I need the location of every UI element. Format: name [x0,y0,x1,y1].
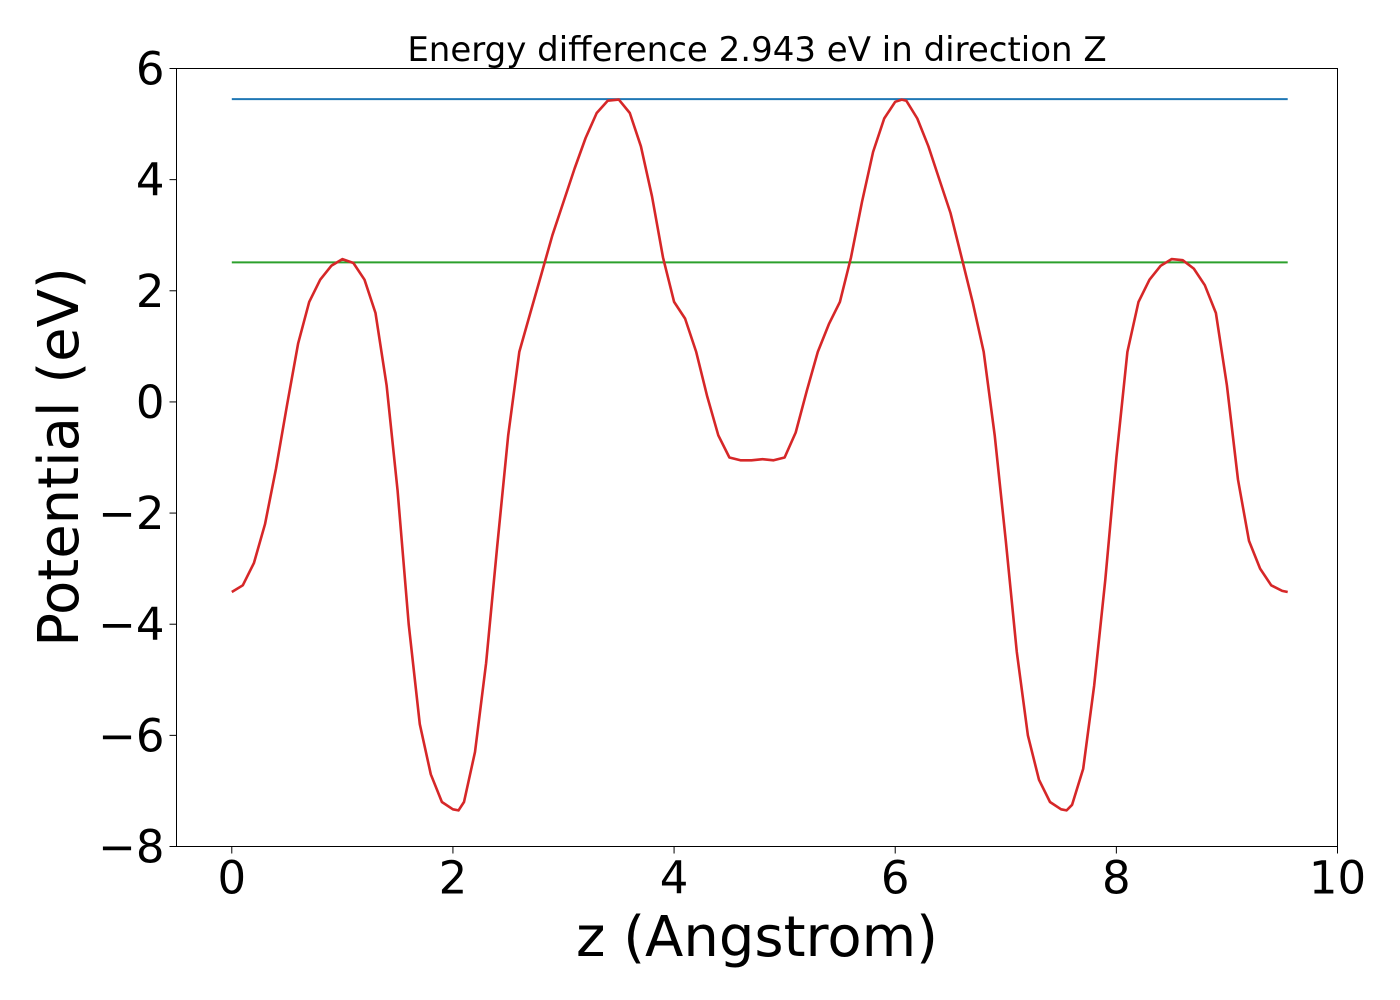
x-tick-label: 8 [1102,852,1131,905]
y-axis-ticks: −8 −6 −4 −2 0 2 4 6 [98,43,177,874]
x-tick-label: 2 [439,852,468,905]
x-tick-label: 4 [660,852,689,905]
y-tick-label: 0 [136,376,165,429]
series-line-3 [231,98,1288,812]
y-tick-label: −8 [98,821,164,874]
x-tick-label: 10 [1309,852,1366,905]
x-tick-label: 6 [881,852,910,905]
series-layer [231,98,1288,812]
plot-frame [176,68,1338,847]
x-axis-label: z (Angstrom) [576,905,938,970]
y-tick-label: −6 [98,709,164,762]
y-tick-label: 4 [136,154,165,207]
y-tick-label: 6 [136,43,165,96]
y-tick-label: 2 [136,265,165,318]
x-axis-ticks: 0 2 4 6 8 10 [217,846,1366,905]
y-tick-label: −2 [98,487,164,540]
x-tick-label: 0 [217,852,246,905]
chart-title: Energy difference 2.943 eV in direction … [407,30,1106,70]
y-tick-label: −4 [98,598,164,651]
y-axis-label: Potential (eV) [27,267,92,647]
